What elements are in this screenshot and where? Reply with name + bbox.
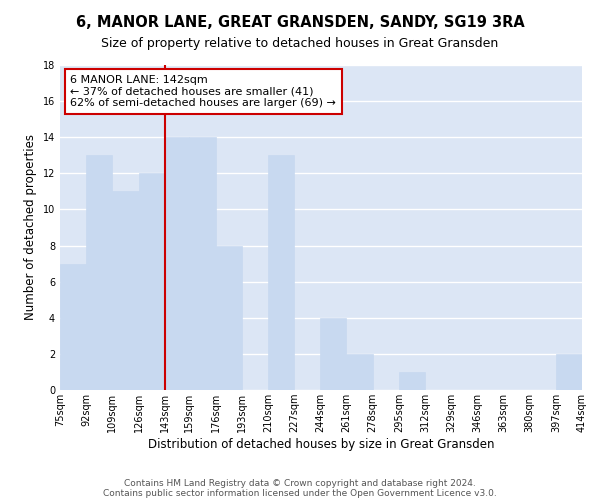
Text: Contains public sector information licensed under the Open Government Licence v3: Contains public sector information licen… (103, 488, 497, 498)
Bar (556, 354, 582, 390)
Y-axis label: Number of detached properties: Number of detached properties (24, 134, 37, 320)
Bar (60, 264, 86, 390)
Bar (215, 246, 242, 390)
Bar (399, 372, 425, 390)
Bar (112, 192, 139, 390)
Bar (320, 318, 346, 390)
Bar (268, 156, 294, 390)
Bar (165, 137, 190, 390)
Text: 6 MANOR LANE: 142sqm
← 37% of detached houses are smaller (41)
62% of semi-detac: 6 MANOR LANE: 142sqm ← 37% of detached h… (70, 74, 337, 108)
Bar (346, 354, 373, 390)
Text: 6, MANOR LANE, GREAT GRANSDEN, SANDY, SG19 3RA: 6, MANOR LANE, GREAT GRANSDEN, SANDY, SG… (76, 15, 524, 30)
Text: Contains HM Land Registry data © Crown copyright and database right 2024.: Contains HM Land Registry data © Crown c… (124, 478, 476, 488)
X-axis label: Distribution of detached houses by size in Great Gransden: Distribution of detached houses by size … (148, 438, 494, 451)
Bar (86, 156, 112, 390)
Bar (139, 174, 165, 390)
Bar (190, 137, 215, 390)
Text: Size of property relative to detached houses in Great Gransden: Size of property relative to detached ho… (101, 38, 499, 51)
